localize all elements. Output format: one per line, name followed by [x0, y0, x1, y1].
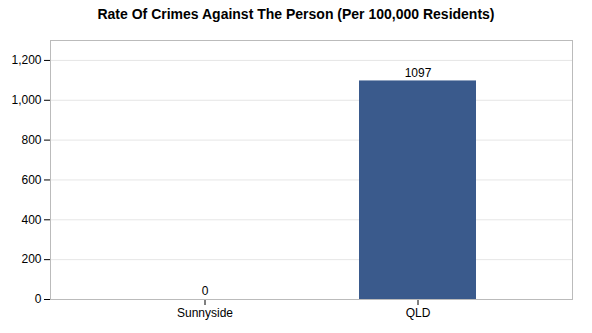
svg-text:0: 0	[202, 284, 209, 298]
svg-text:600: 600	[21, 173, 41, 187]
svg-text:1,000: 1,000	[11, 93, 41, 107]
svg-text:400: 400	[21, 213, 41, 227]
svg-text:200: 200	[21, 252, 41, 266]
svg-text:1097: 1097	[405, 66, 432, 80]
html-text:Rate Of Crimes Against The Per: Rate Of Crimes Against The Person (Per 1…	[97, 6, 495, 22]
svg-text:1,200: 1,200	[11, 53, 41, 67]
svg-text:800: 800	[21, 133, 41, 147]
svg-text:QLD: QLD	[406, 306, 431, 320]
svg-text:Sunnyside: Sunnyside	[177, 306, 233, 320]
svg-text:0: 0	[35, 292, 42, 306]
